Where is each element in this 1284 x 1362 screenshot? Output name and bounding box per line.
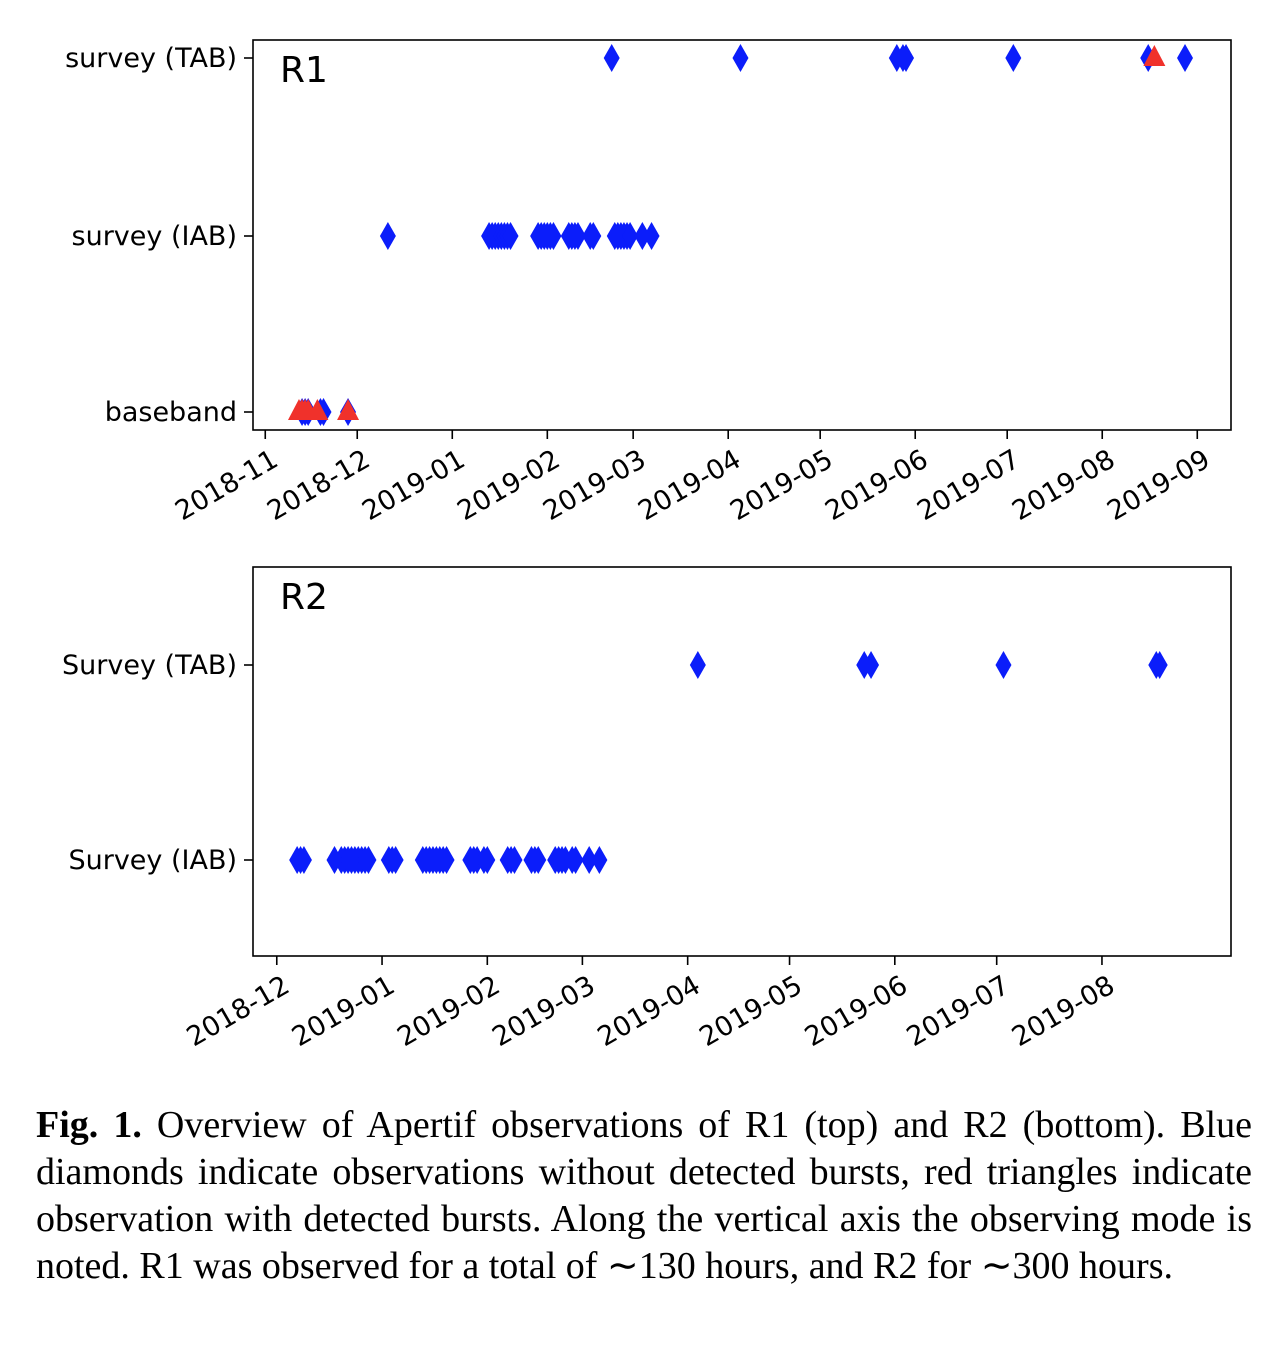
figure-caption: Fig. 1. Overview of Apertif observations… — [36, 1102, 1252, 1290]
plot-frame — [252, 566, 1232, 957]
x-tick-label: 2019-01 — [287, 970, 400, 1053]
diamond-marker — [581, 846, 598, 874]
diamond-marker — [567, 846, 584, 874]
figure: R1 baseband survey (IAB) survey (TAB) 2018-1… — [62, 39, 1232, 1053]
diamond-marker — [585, 222, 602, 250]
diamond-marker — [1005, 44, 1022, 72]
diamond-marker — [732, 44, 749, 72]
x-tick-label: 2019-01 — [357, 444, 470, 527]
diamond-marker — [603, 44, 620, 72]
x-tick-label: 2019-06 — [800, 970, 913, 1053]
diamond-marker — [863, 651, 880, 679]
x-tick-label: 2019-08 — [1007, 970, 1120, 1053]
diamond-marker — [591, 846, 608, 874]
diamond-marker — [438, 846, 455, 874]
y-tick-label: survey (TAB) — [65, 43, 237, 74]
y-tick-label: survey (IAB) — [72, 221, 237, 252]
diamond-marker — [1177, 44, 1194, 72]
x-tick-label: 2019-07 — [912, 444, 1025, 527]
x-tick-label: 2019-09 — [1102, 444, 1215, 527]
diamond-marker — [689, 651, 706, 679]
x-tick-label: 2019-07 — [902, 970, 1015, 1053]
x-tick-label: 2018-12 — [262, 444, 375, 527]
diamond-marker — [995, 651, 1012, 679]
x-tick-label: 2019-05 — [694, 970, 807, 1053]
triangle-marker — [337, 399, 360, 420]
diamond-marker — [569, 222, 586, 250]
diamond-marker — [898, 44, 915, 72]
x-tick-label: 2019-05 — [725, 444, 838, 527]
x-tick-label: 2018-11 — [170, 444, 283, 527]
diamond-marker — [634, 222, 651, 250]
y-tick-label: Survey (IAB) — [68, 845, 237, 876]
diamond-marker — [1151, 651, 1168, 679]
diamond-marker — [360, 846, 377, 874]
y-tick-label: baseband — [105, 397, 237, 428]
x-tick-label: 2019-08 — [1007, 444, 1120, 527]
y-tick-label: Survey (TAB) — [62, 650, 237, 681]
diamond-marker — [502, 222, 519, 250]
diamond-marker — [506, 846, 523, 874]
x-tick-label: 2019-04 — [633, 444, 746, 527]
x-tick-label: 2019-04 — [593, 970, 706, 1053]
x-tick-label: 2018-12 — [182, 970, 295, 1053]
panel-label: R1 — [280, 50, 328, 91]
chart-r1: R1 baseband survey (IAB) survey (TAB) 2018-1… — [65, 39, 1232, 527]
x-tick-label: 2019-03 — [487, 970, 600, 1053]
triangle-marker — [1143, 45, 1166, 66]
x-tick-label: 2019-02 — [392, 970, 505, 1053]
triangle-marker — [306, 399, 329, 420]
caption-text: Overview of Apertif observations of R1 (… — [36, 1104, 1252, 1287]
diamond-marker — [545, 222, 562, 250]
x-tick-label: 2019-06 — [820, 444, 933, 527]
diamond-marker — [379, 222, 396, 250]
diamond-marker — [295, 846, 312, 874]
caption-label: Fig. 1. — [36, 1104, 142, 1146]
diamond-marker — [530, 846, 547, 874]
diamond-marker — [387, 846, 404, 874]
diamond-marker — [479, 846, 496, 874]
diamond-marker — [643, 222, 660, 250]
panel-label: R2 — [280, 577, 328, 618]
chart-r2: R2 Survey (IAB) Survey (TAB) 2018-122019-01… — [62, 566, 1232, 1053]
plot-frame — [252, 39, 1232, 431]
diamond-marker — [622, 222, 639, 250]
